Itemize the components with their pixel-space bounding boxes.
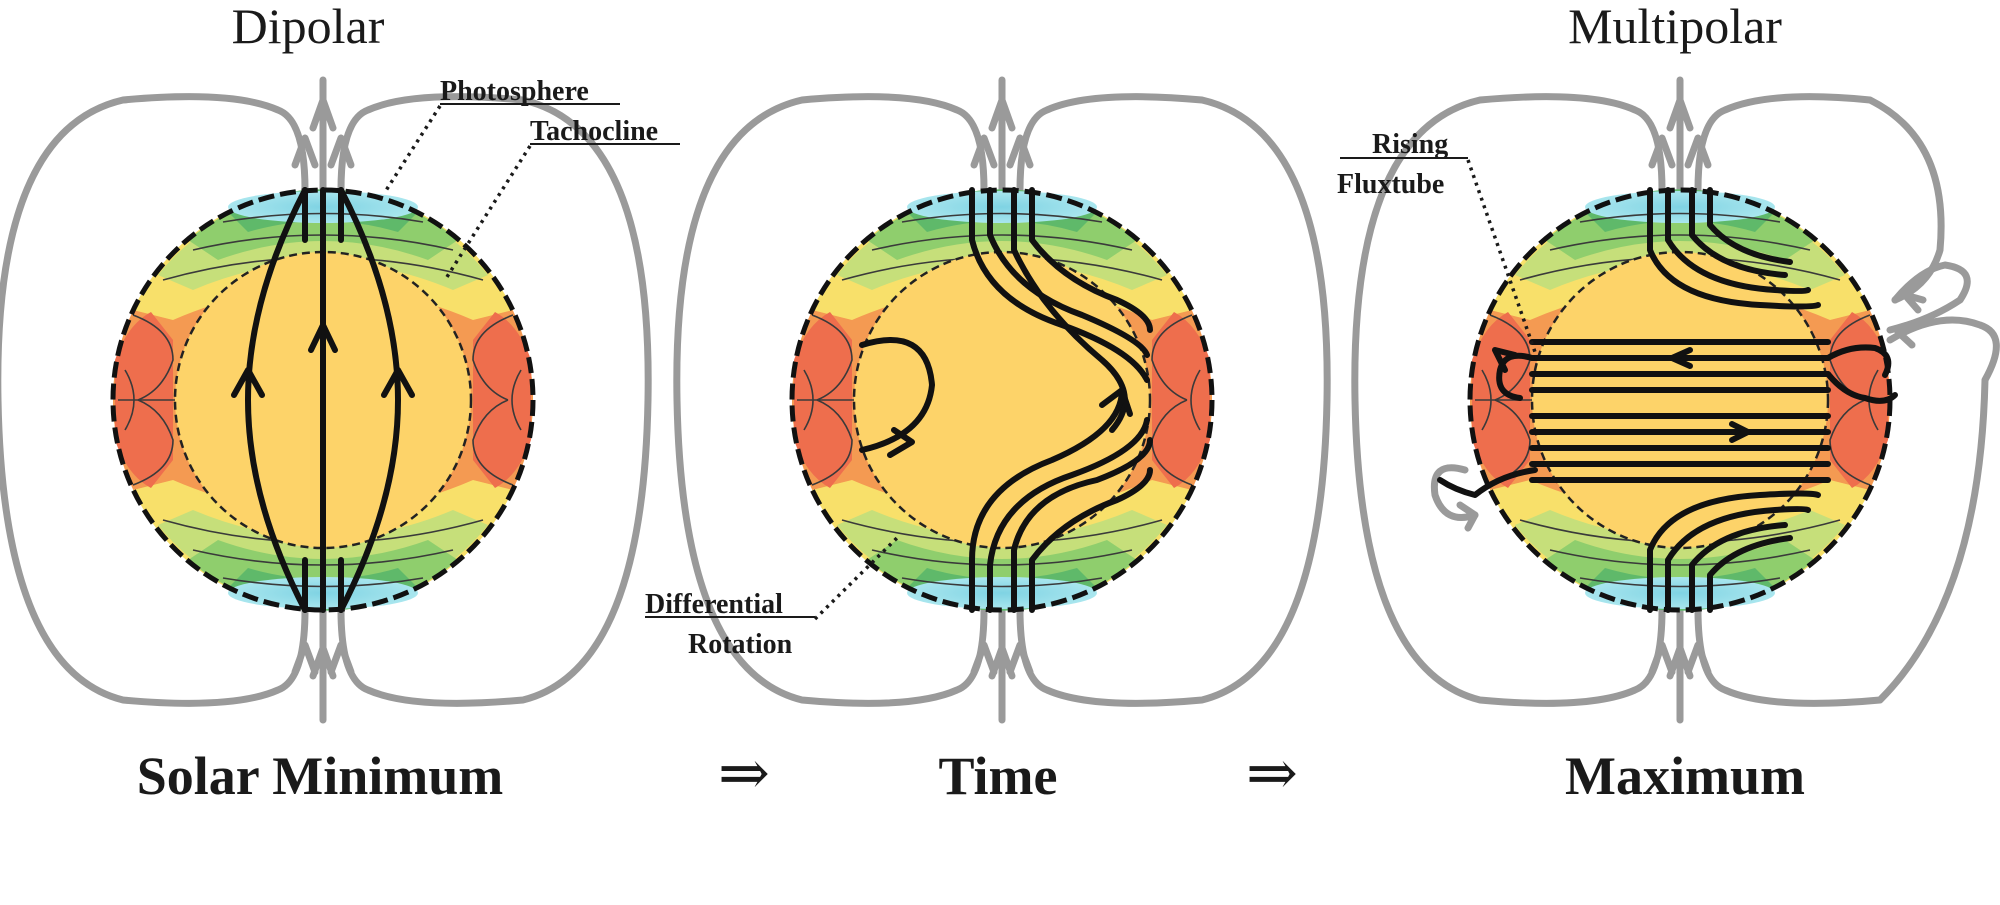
tachocline-label: Tachocline — [530, 116, 658, 147]
panel-time — [677, 80, 1327, 720]
photosphere-label-group: Photosphere — [383, 76, 620, 193]
photosphere-label: Photosphere — [440, 76, 589, 107]
internal-field-lines — [859, 187, 1153, 613]
multipolar-header: Multipolar — [1568, 0, 1782, 54]
internal-field-lines — [1437, 187, 1898, 613]
differential-rotation-label-group: Differential Rotation — [645, 533, 902, 660]
dipolar-header: Dipolar — [232, 0, 385, 54]
panel-solar-minimum — [0, 80, 648, 720]
solar-minimum-label: Solar Minimum — [137, 746, 504, 806]
tachocline-label-group: Tachocline — [443, 116, 680, 281]
external-field-lines — [1351, 76, 2000, 724]
panel-maximum — [1351, 76, 2000, 724]
internal-field-lines — [231, 187, 415, 613]
time-label: Time — [939, 746, 1058, 806]
rising-fluxtube-label-group: Rising Fluxtube — [1337, 129, 1537, 353]
differential-rotation-label-line2: Rotation — [688, 629, 793, 660]
time-arrow-2: ⇒ — [1246, 736, 1298, 809]
rising-fluxtube-label-line2: Fluxtube — [1337, 169, 1444, 200]
rising-fluxtube-label-line1: Rising — [1372, 129, 1448, 160]
time-arrow-1: ⇒ — [718, 736, 770, 809]
differential-rotation-label-line1: Differential — [645, 589, 783, 620]
maximum-label: Maximum — [1565, 746, 1805, 806]
